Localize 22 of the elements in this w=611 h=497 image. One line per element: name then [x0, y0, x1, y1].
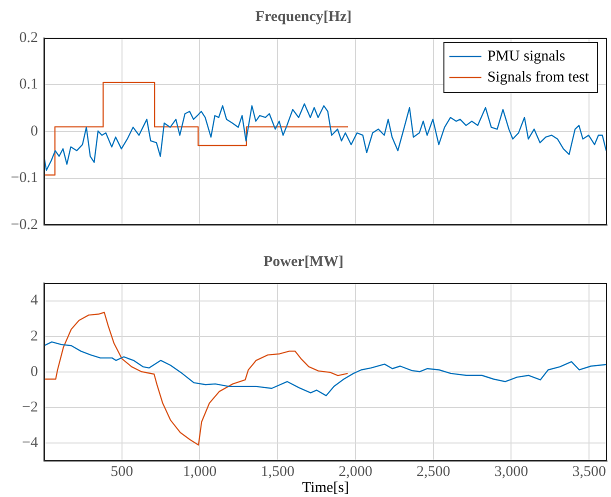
x-tick-label: 3,000 — [494, 464, 528, 480]
y-tick-label: −0.1 — [10, 170, 38, 186]
y-tick-label: 0.1 — [19, 76, 38, 93]
y-tick-label: 2 — [30, 328, 38, 344]
y-tick-label: 4 — [30, 292, 38, 309]
x-tick-label: 500 — [110, 464, 134, 480]
y-tick-label: −4 — [22, 435, 38, 452]
chart-title: Power[MW] — [264, 254, 344, 270]
legend-label: PMU signals — [487, 48, 566, 64]
x-tick-label: 2,000 — [338, 464, 372, 480]
x-tick-label: 1,500 — [260, 464, 294, 480]
y-tick-label: −0.2 — [10, 216, 38, 233]
legend-label: Signals from test — [487, 69, 590, 86]
y-tick-label: 0.2 — [19, 30, 38, 46]
x-axis-title: Time[s] — [302, 480, 349, 496]
x-tick-label: 3,500 — [572, 464, 606, 480]
x-tick-label: 2,500 — [416, 464, 450, 480]
y-tick-label: 0 — [30, 123, 38, 140]
chart-title: Frequency[Hz] — [255, 8, 352, 25]
y-tick-label: −2 — [22, 400, 38, 416]
y-tick-label: 0 — [30, 364, 38, 380]
x-tick-label: 1,000 — [182, 464, 217, 480]
